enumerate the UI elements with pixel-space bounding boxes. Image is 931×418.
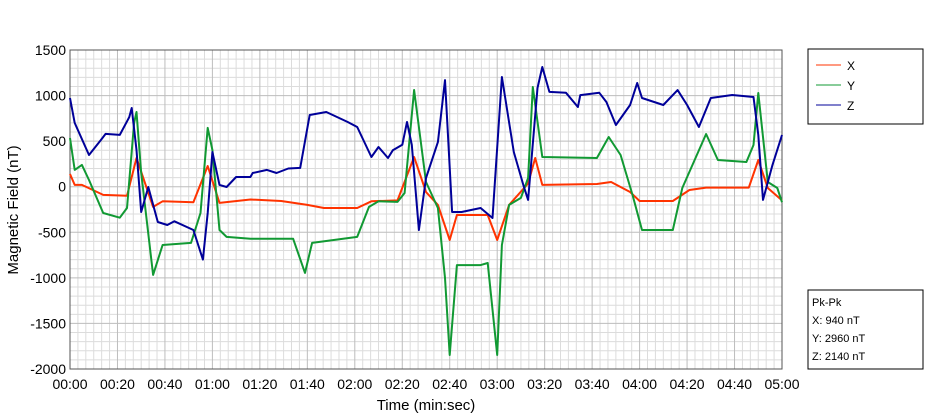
- x-axis-label: Time (min:sec): [377, 397, 476, 413]
- axis-ticks: 00:00 00:20 00:40 01:00 01:20 01:40 02:00 02:20…: [30, 42, 800, 392]
- y-tick-label: 500: [43, 133, 67, 149]
- y-axis-label: Magnetic Field (nT): [5, 145, 22, 274]
- y-tick-label: 0: [58, 179, 66, 195]
- legend: XYZ: [807, 48, 924, 125]
- series-lines: [69, 66, 783, 356]
- x-tick-label: 04:20: [670, 376, 705, 392]
- x-tick-label: 03:00: [480, 376, 515, 392]
- pk-pk-box: Pk-Pk X: 940 nT Y: 2960 nT Z: 2140 nT: [807, 289, 924, 370]
- pk-pk-z: Z: 2140 nT: [812, 351, 865, 363]
- y-tick-label: 1500: [35, 42, 66, 58]
- pk-pk-y: Y: 2960 nT: [812, 333, 865, 345]
- legend-label-y: Y: [847, 79, 855, 93]
- y-tick-label: -500: [38, 224, 66, 240]
- x-tick-label: 02:40: [432, 376, 467, 392]
- y-tick-label: -2000: [30, 361, 66, 377]
- x-tick-label: 02:00: [337, 376, 372, 392]
- y-tick-label: -1000: [30, 270, 66, 286]
- x-tick-label: 00:40: [147, 376, 182, 392]
- x-tick-label: 04:00: [622, 376, 657, 392]
- legend-label-x: X: [847, 59, 855, 73]
- plot-area-border: [69, 49, 783, 370]
- x-tick-label: 03:20: [527, 376, 562, 392]
- x-tick-label: 01:00: [195, 376, 230, 392]
- legend-label-z: Z: [847, 99, 854, 113]
- y-tick-label: 1000: [35, 88, 66, 104]
- pk-pk-x: X: 940 nT: [812, 315, 860, 327]
- legend-items: XYZ: [816, 59, 855, 113]
- grid: [69, 49, 783, 370]
- pk-pk-border: [807, 289, 924, 370]
- x-tick-label: 02:20: [385, 376, 420, 392]
- series-line-x: [69, 156, 783, 241]
- x-tick-label: 00:00: [52, 376, 87, 392]
- legend-box: [807, 48, 924, 125]
- x-tick-label: 03:40: [575, 376, 610, 392]
- y-tick-label: -1500: [30, 315, 66, 331]
- x-tick-label: 05:00: [764, 376, 799, 392]
- pk-pk-title: Pk-Pk: [812, 297, 842, 309]
- x-tick-label: 01:40: [290, 376, 325, 392]
- series-line-z: [69, 66, 783, 261]
- x-tick-label: 00:20: [100, 376, 135, 392]
- x-tick-label: 04:40: [717, 376, 752, 392]
- x-tick-label: 01:20: [242, 376, 277, 392]
